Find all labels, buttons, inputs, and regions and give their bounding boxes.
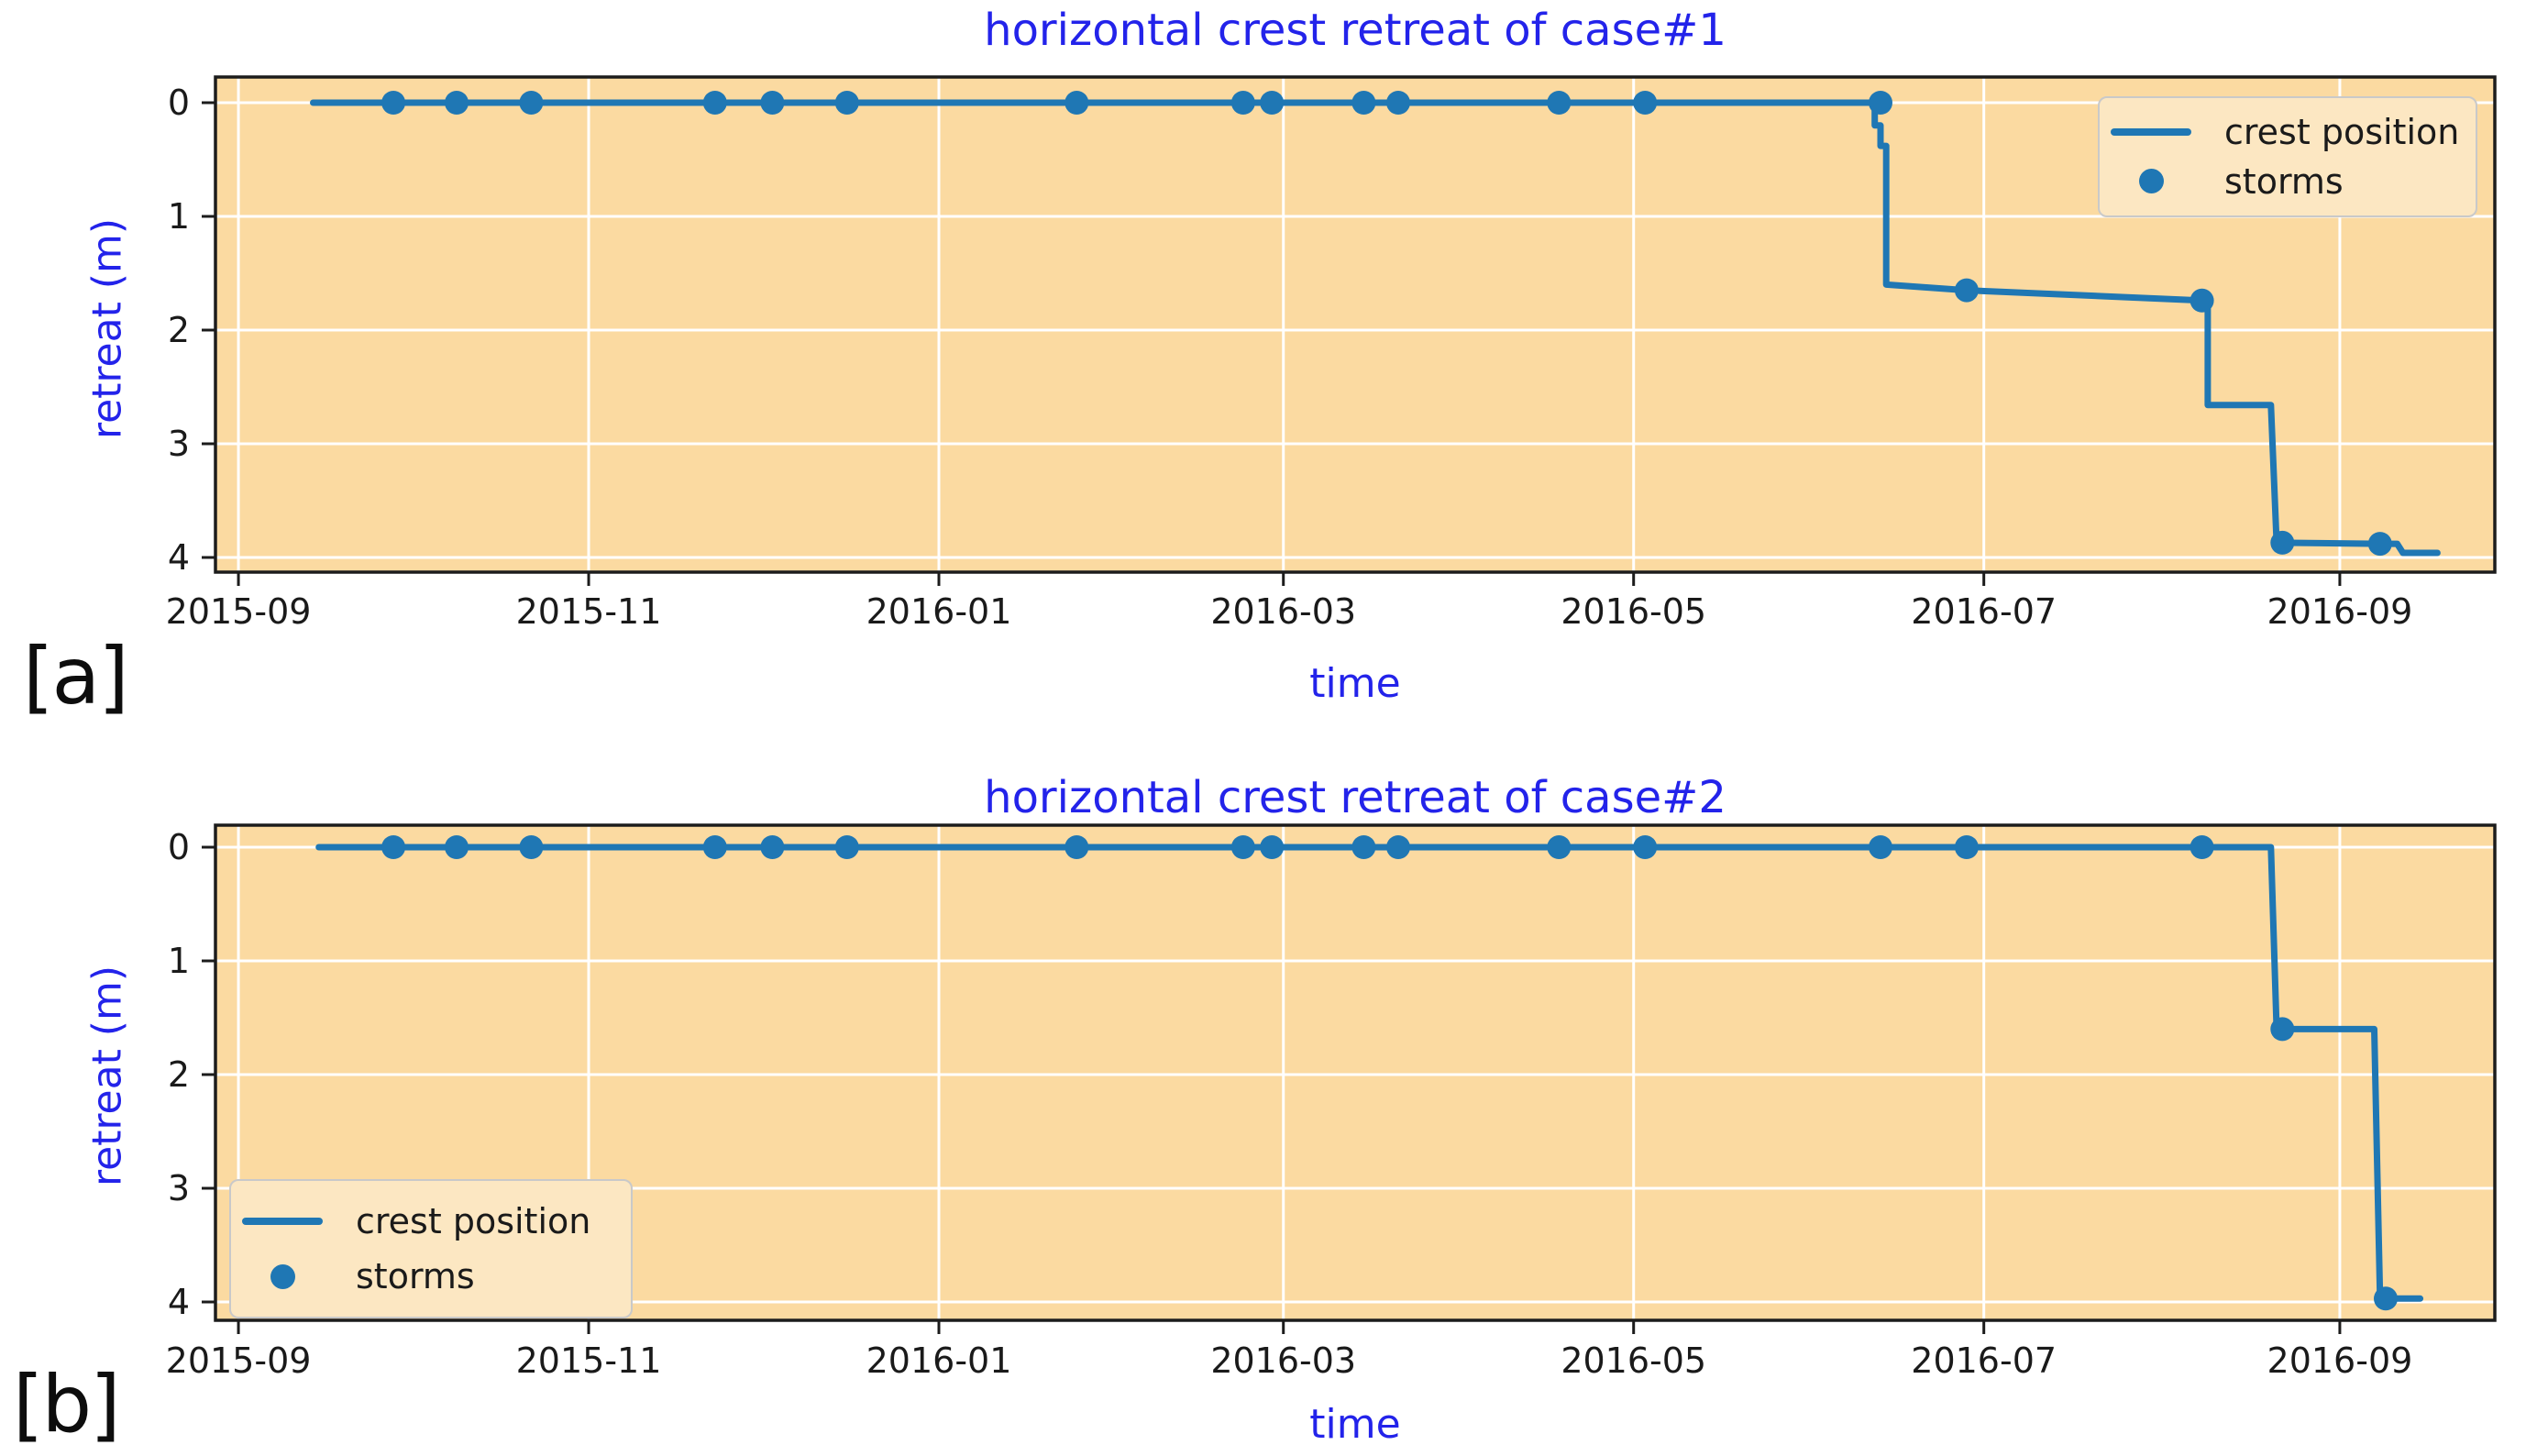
storm-dot [1230,835,1255,859]
storm-dot [519,835,544,859]
storm-dot [519,91,544,115]
chart-a-title: horizontal crest retreat of case#1 [984,5,1726,56]
x-tick-label: 2016-09 [2267,591,2413,632]
axes-border [214,75,2497,574]
storm-dot [1230,91,1255,115]
storm-dot [1869,835,1892,859]
storm-dot [702,835,727,859]
x-tick-label: 2016-03 [1210,591,1357,632]
storm-dot [2190,288,2214,313]
legend-row-storms: storms [240,1256,622,1296]
storm-dot [1260,91,1285,115]
x-tick-label: 2016-05 [1561,591,1707,632]
storms-dot-swatch [240,1263,325,1289]
y-tick-label: 1 [167,196,190,237]
storm-dot [1351,835,1376,859]
storms-dot-swatch [2109,169,2193,194]
legend-label: storms [356,1256,475,1296]
storm-dot [1386,835,1410,859]
y-tick-label: 1 [167,941,190,981]
x-tick-label: 2016-09 [2267,1340,2413,1381]
storm-dot [381,835,406,859]
y-tick-label: 3 [167,424,190,464]
storm-markers [381,835,2398,1311]
legend-label: storms [2224,160,2344,202]
storm-dot [2374,1286,2398,1311]
x-tick-label: 2016-07 [1911,1340,2057,1381]
storm-dot [445,91,469,115]
chart-a-xlabel: time [1309,660,1401,707]
storm-dot [1633,91,1658,115]
y-tick-label: 0 [167,827,190,867]
y-tick-label: 2 [167,1054,190,1095]
storm-dot [1954,278,1979,303]
storm-dot [834,91,859,115]
legend-row-crest-position: crest position [2109,112,2466,152]
storm-dot [1260,835,1285,859]
storm-dot [1547,835,1572,859]
chart-a-legend: crest position storms [2098,96,2477,217]
panel-label-b: [b] [13,1359,121,1450]
storm-dot [1547,91,1572,115]
y-tick-label: 0 [167,83,190,123]
chart-b-ylabel: retreat (m) [83,965,131,1187]
storm-dot [702,91,727,115]
tick-marks [202,845,2342,1334]
storm-dot [834,835,859,859]
storm-dot [445,835,469,859]
x-tick-label: 2015-09 [165,1340,312,1381]
y-tick-label: 4 [167,1282,190,1322]
storm-dot [2190,835,2214,859]
x-tick-label: 2015-11 [515,591,662,632]
x-tick-label: 2016-01 [866,1340,1012,1381]
storm-dot [1869,91,1892,115]
panel-label-a: [a] [23,631,129,722]
chart-b-title: horizontal crest retreat of case#2 [984,772,1726,823]
storm-dot [2270,1017,2295,1042]
x-tick-label: 2016-03 [1210,1340,1357,1381]
x-tick-label: 2016-01 [866,591,1012,632]
storm-dot [1633,835,1658,859]
chart-b-legend: crest position storms [229,1179,633,1318]
storm-dot [760,835,785,859]
tick-marks [202,101,2342,586]
storm-dot [1064,91,1089,115]
crest-position-line-swatch [2109,128,2193,137]
storm-dot [1954,835,1979,859]
storm-dot [2270,530,2295,555]
y-tick-label: 4 [167,537,190,578]
legend-label: crest position [356,1201,591,1241]
y-tick-label: 3 [167,1168,190,1208]
legend-label: crest position [2224,112,2460,153]
storm-dot [1064,835,1089,859]
storm-markers [381,91,2392,557]
x-tick-label: 2016-05 [1561,1340,1707,1381]
crest-position-line-swatch [240,1218,325,1225]
legend-row-crest-position: crest position [240,1201,622,1241]
storm-dot [2367,532,2392,557]
axes-border [214,823,2497,1322]
storm-dot [760,91,785,115]
x-tick-label: 2016-07 [1911,591,2057,632]
x-tick-label: 2015-11 [515,1340,662,1381]
storm-dot [381,91,406,115]
y-tick-label: 2 [167,310,190,350]
chart-b-xlabel: time [1309,1401,1401,1448]
storm-dot [1386,91,1410,115]
legend-row-storms: storms [2109,161,2466,202]
storm-dot [1351,91,1376,115]
x-tick-label: 2015-09 [165,591,312,632]
chart-a-ylabel: retreat (m) [83,217,131,440]
